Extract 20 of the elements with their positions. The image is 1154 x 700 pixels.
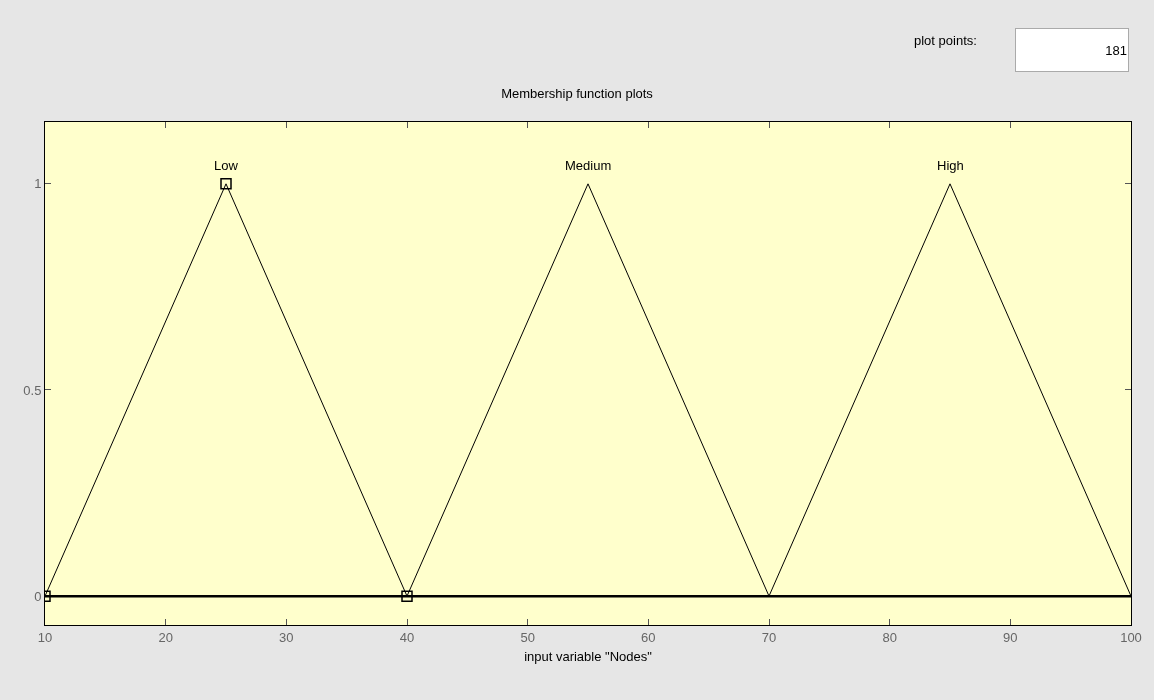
x-tick-label: 70 [761,629,777,645]
series-label: High [937,158,964,173]
x-axis-title: input variable "Nodes" [524,649,653,665]
x-tick-label: 80 [882,629,897,645]
y-tick-label: 0 [34,588,42,604]
text: plot points: [914,33,977,48]
x-tick-label: 50 [520,629,535,645]
x-tick-label: 10 [37,629,53,645]
x-tick-label: 40 [399,629,415,645]
x-tick-label: 100 [1120,629,1142,645]
chart-title: Membership function plots [501,86,654,101]
x-tick-label: 60 [641,629,656,645]
text: 181 [1105,42,1127,58]
y-tick-label: 0.5 [23,382,42,398]
series-label: Medium [565,158,612,173]
x-tick-label: 20 [158,629,173,645]
x-tick-label: 90 [1003,629,1018,645]
y-tick-label: 1 [34,176,42,192]
x-tick-label: 30 [279,629,294,645]
series-label: Low [214,158,239,173]
